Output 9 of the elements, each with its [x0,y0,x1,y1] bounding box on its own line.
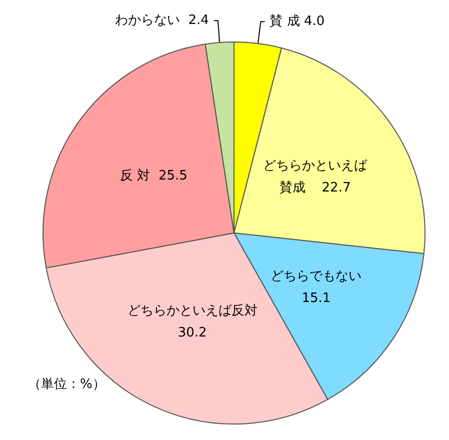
slice-label: 賛 成 4.0 [270,14,325,30]
slice-label: どちらかといえば反対 [127,302,258,319]
slice-label: 反 対 25.5 [120,167,188,184]
slice-label: どちらでもない [270,268,362,284]
slice-label: わからない 2.4 [114,13,209,28]
slice-label: どちらかといえば賛成 22.7 [262,158,368,196]
text: （単位：%） [28,377,106,392]
data-label: 15.1 [302,290,331,306]
data-label: 30.2 [178,326,207,341]
